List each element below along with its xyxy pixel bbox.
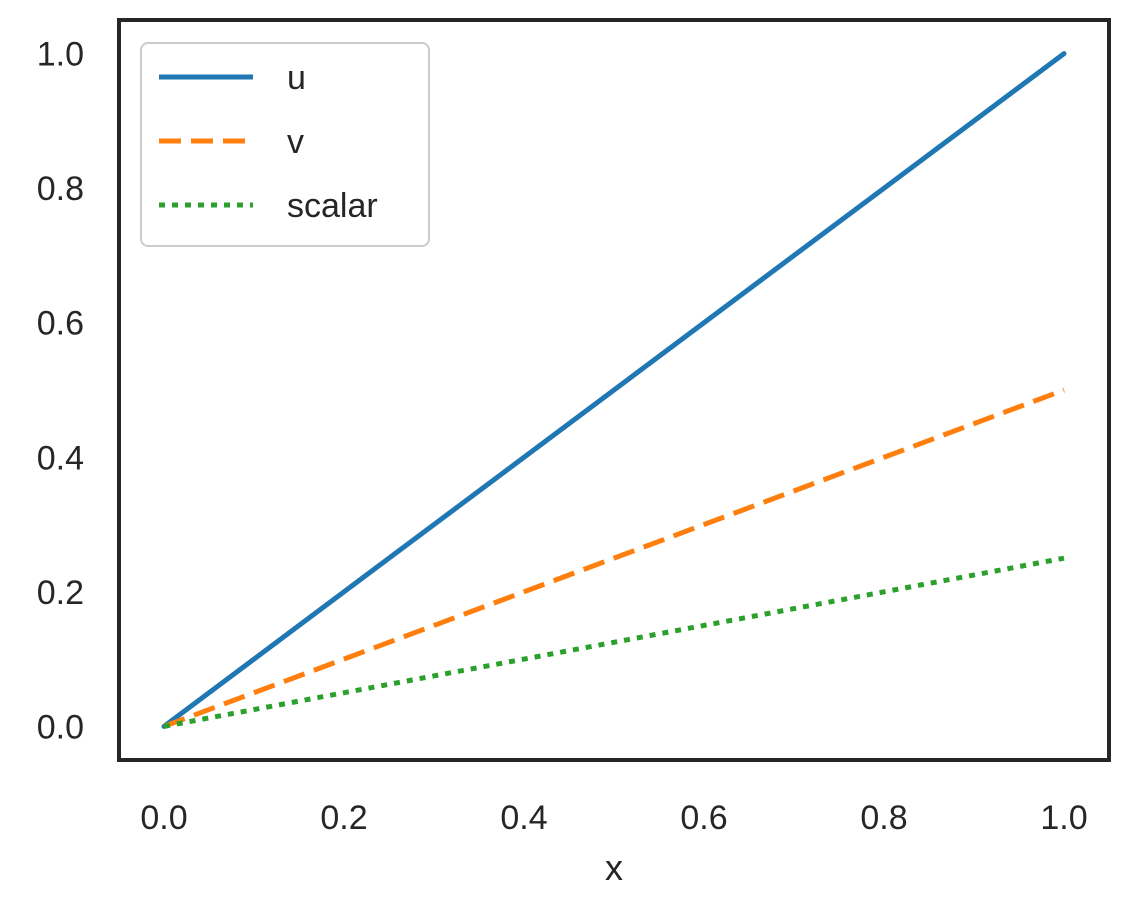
y-tick-label: 1.0 [37, 36, 84, 74]
legend-label-u: u [287, 59, 306, 97]
legend-label-v: v [287, 123, 304, 161]
series-line-v [163, 387, 1065, 729]
series-line-scalar [163, 555, 1065, 729]
x-axis-label: x [605, 847, 623, 888]
legend-box [140, 42, 430, 247]
series-layer [161, 51, 1067, 729]
x-tick-label: 0.4 [500, 799, 547, 837]
y-tick-label: 0.8 [37, 170, 84, 208]
x-tick-label: 0.8 [860, 799, 907, 837]
legend: uv scalar [140, 42, 430, 247]
y-tick-label: 0.0 [37, 708, 84, 746]
x-tick-label: 0.0 [140, 799, 187, 837]
x-tick-label: 1.0 [1040, 799, 1087, 837]
plot-frame [117, 18, 1111, 762]
x-tick-label: 0.2 [320, 799, 367, 837]
y-tick-label: 0.6 [37, 305, 84, 343]
legend-label-scalar: scalar [287, 187, 378, 225]
ticks-layer: 0.0 0.2 0.4 0.6 0.8 1.0 0.0 0.2 0.4 0.6 0.8 1.0 [37, 36, 1088, 837]
y-tick-label: 0.4 [37, 439, 84, 477]
y-tick-label: 0.2 [37, 574, 84, 612]
x-tick-label: 0.6 [680, 799, 727, 837]
series-line-u [161, 51, 1067, 729]
